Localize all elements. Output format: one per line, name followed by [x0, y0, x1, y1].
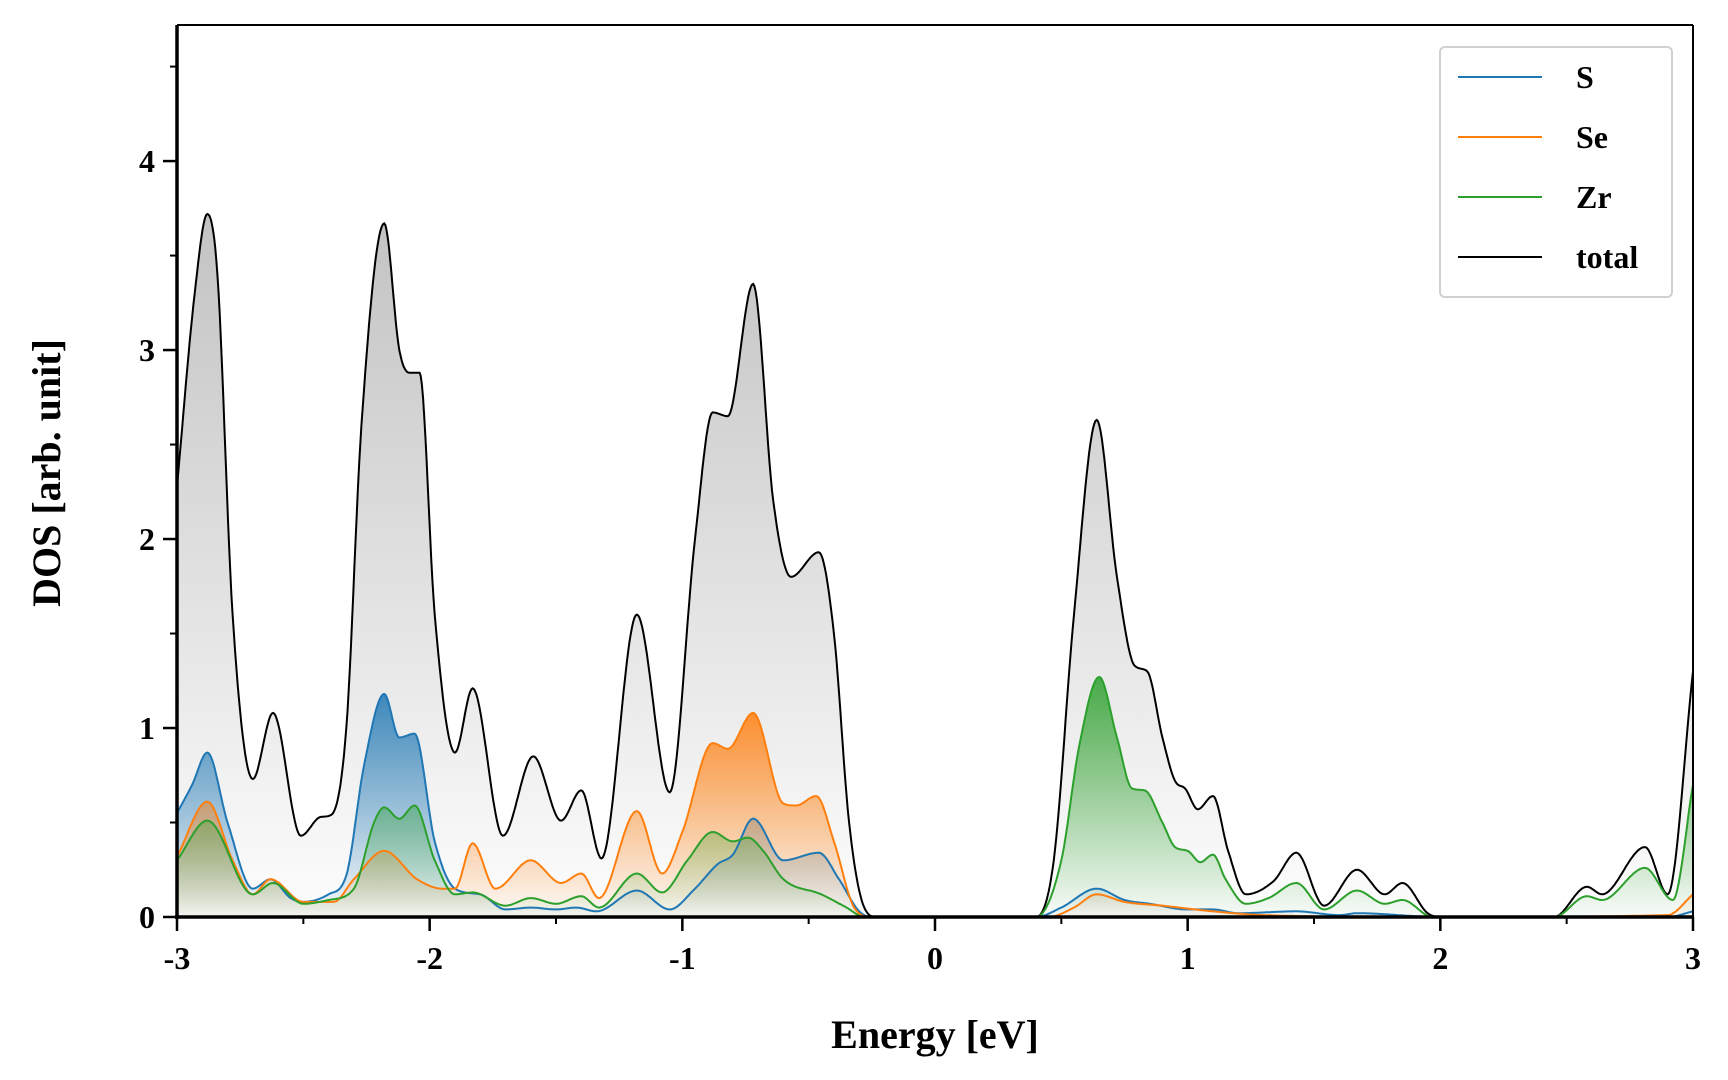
y-tick-label: 0: [139, 899, 155, 935]
legend-box: [1439, 46, 1673, 298]
y-tick-label: 1: [139, 710, 155, 746]
x-tick-label: -1: [669, 940, 696, 976]
y-axis-label: DOS [arb. unit]: [24, 339, 69, 607]
legend-label-se: Se: [1576, 119, 1608, 155]
legend-label-total: total: [1576, 239, 1638, 275]
series-fills: [177, 214, 1693, 917]
x-tick-label: 3: [1685, 940, 1701, 976]
y-tick-label: 3: [139, 332, 155, 368]
fill-total: [177, 214, 1693, 917]
legend: S Se Zr total: [1439, 46, 1673, 298]
axes: -3 -2 -1 0 1 2 3 0 1 2 3 4: [139, 24, 1701, 976]
legend-label-s: S: [1576, 59, 1594, 95]
x-tick-label: -2: [416, 940, 443, 976]
x-axis-label: Energy [eV]: [831, 1012, 1039, 1057]
x-tick-label: 0: [927, 940, 943, 976]
y-tick-label: 4: [139, 143, 155, 179]
x-tick-label: 2: [1432, 940, 1448, 976]
x-tick-label: 1: [1180, 940, 1196, 976]
x-tick-label: -3: [164, 940, 191, 976]
legend-label-zr: Zr: [1576, 179, 1612, 215]
y-tick-label: 2: [139, 521, 155, 557]
